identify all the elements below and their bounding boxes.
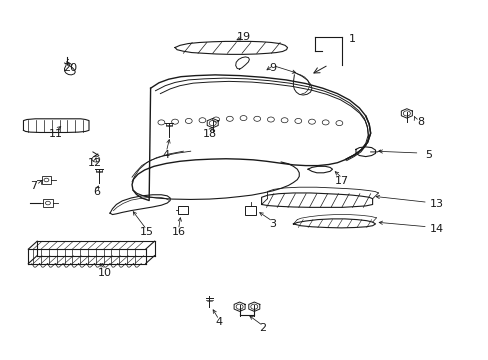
Text: 4: 4 [163,150,169,160]
Text: 11: 11 [49,129,63,139]
Text: 1: 1 [348,33,355,44]
Text: 20: 20 [63,63,77,73]
Text: 15: 15 [140,227,153,237]
Bar [41,176,51,184]
Text: 17: 17 [335,176,348,186]
Text: 5: 5 [425,150,431,160]
Text: 9: 9 [269,63,276,73]
Bar [245,206,256,215]
Text: 14: 14 [429,224,444,234]
Text: 2: 2 [259,323,266,333]
Text: 4: 4 [215,317,222,327]
Bar [43,199,53,207]
Bar [178,206,188,214]
Text: 19: 19 [236,32,250,42]
Text: 6: 6 [93,186,100,197]
Text: 12: 12 [88,158,102,168]
Text: 13: 13 [429,199,444,210]
Text: 18: 18 [203,129,217,139]
Text: 16: 16 [171,227,185,237]
Text: 8: 8 [417,117,424,127]
Text: 7: 7 [30,181,38,192]
Text: 10: 10 [98,267,112,278]
Text: 3: 3 [269,219,276,229]
